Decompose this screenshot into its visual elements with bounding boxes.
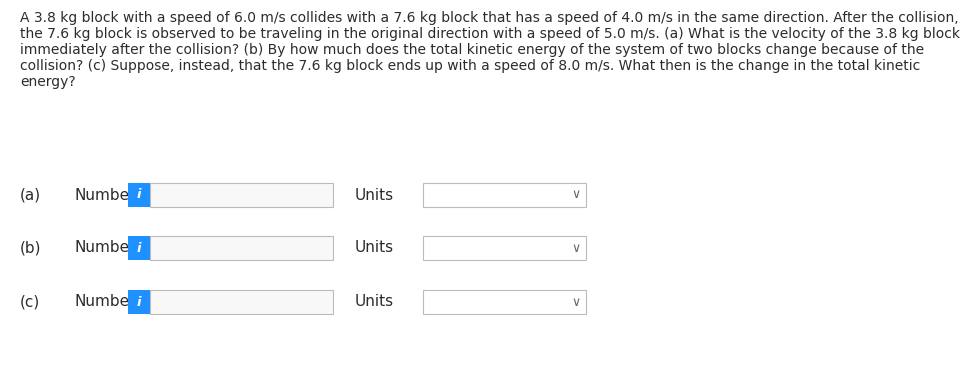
- Text: ∨: ∨: [571, 189, 581, 201]
- Text: i: i: [137, 189, 142, 201]
- Text: Units: Units: [355, 240, 394, 255]
- Text: (b): (b): [20, 240, 41, 255]
- FancyBboxPatch shape: [128, 183, 150, 207]
- Text: ∨: ∨: [571, 295, 581, 309]
- Text: Units: Units: [355, 294, 394, 309]
- Text: Number: Number: [75, 188, 137, 203]
- FancyBboxPatch shape: [150, 290, 333, 314]
- Text: A 3.8 kg block with a speed of 6.0 m/s collides with a 7.6 kg block that has a s: A 3.8 kg block with a speed of 6.0 m/s c…: [20, 11, 958, 25]
- Text: the 7.6 kg block is observed to be traveling in the original direction with a sp: the 7.6 kg block is observed to be trave…: [20, 27, 960, 41]
- FancyBboxPatch shape: [150, 183, 333, 207]
- FancyBboxPatch shape: [128, 236, 150, 260]
- FancyBboxPatch shape: [423, 236, 586, 260]
- FancyBboxPatch shape: [423, 290, 586, 314]
- Text: i: i: [137, 241, 142, 254]
- FancyBboxPatch shape: [128, 290, 150, 314]
- Text: i: i: [137, 295, 142, 309]
- Text: Units: Units: [355, 188, 394, 203]
- Text: Number: Number: [75, 294, 137, 309]
- Text: energy?: energy?: [20, 75, 76, 89]
- Text: Number: Number: [75, 240, 137, 255]
- FancyBboxPatch shape: [150, 236, 333, 260]
- Text: immediately after the collision? (b) By how much does the total kinetic energy o: immediately after the collision? (b) By …: [20, 43, 924, 57]
- FancyBboxPatch shape: [423, 183, 586, 207]
- Text: (c): (c): [20, 294, 40, 309]
- Text: ∨: ∨: [571, 241, 581, 254]
- Text: collision? (c) Suppose, instead, that the 7.6 kg block ends up with a speed of 8: collision? (c) Suppose, instead, that th…: [20, 59, 921, 73]
- Text: (a): (a): [20, 188, 41, 203]
